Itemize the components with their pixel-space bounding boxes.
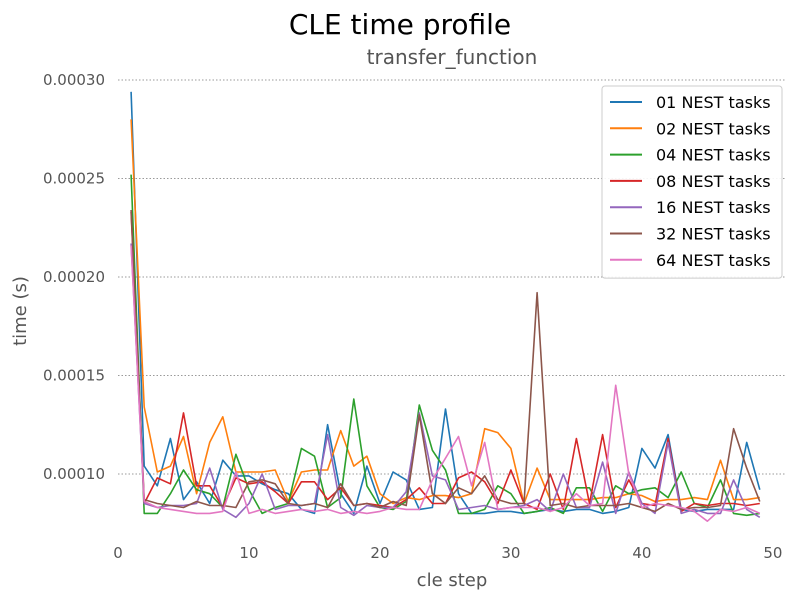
series-line-1: [130, 91, 761, 515]
chart-subtitle: transfer_function: [367, 45, 538, 69]
legend-label: 01 NEST tasks: [656, 93, 771, 112]
x-tick-label: 0: [113, 544, 123, 562]
y-tick-label: 0.00025: [43, 169, 105, 187]
y-tick-label: 0.00020: [43, 268, 105, 286]
y-tick-label: 0.00030: [43, 71, 105, 89]
legend-label: 64 NEST tasks: [656, 251, 771, 270]
y-tick-label: 0.00010: [43, 465, 105, 483]
x-axis-label: cle step: [417, 570, 488, 591]
legend-label: 32 NEST tasks: [656, 225, 771, 244]
x-tick-label: 30: [501, 544, 520, 562]
series-line-5: [130, 243, 761, 519]
x-axis-ticks: 0 10 20 30 40 50: [113, 544, 782, 562]
x-tick-label: 40: [632, 544, 651, 562]
series-line-3: [130, 174, 760, 517]
series-line-6: [130, 209, 761, 513]
series-lines: [130, 91, 761, 523]
legend-label: 16 NEST tasks: [656, 198, 771, 217]
legend-label: 04 NEST tasks: [656, 146, 771, 165]
chart-title: CLE time profile: [289, 8, 511, 41]
x-tick-label: 20: [370, 544, 389, 562]
legend-box: [601, 85, 783, 279]
y-axis-ticks: 0.00010 0.00015 0.00020 0.00025 0.00030: [43, 71, 105, 483]
legend: 01 NEST tasks 02 NEST tasks 04 NEST tasks 0…: [601, 85, 783, 279]
series-line-7: [130, 245, 761, 523]
x-tick-label: 50: [763, 544, 782, 562]
x-tick-label: 10: [239, 544, 258, 562]
y-tick-label: 0.00015: [43, 366, 105, 384]
legend-label: 08 NEST tasks: [656, 172, 771, 191]
legend-label: 02 NEST tasks: [656, 119, 771, 138]
y-axis-label: time (s): [10, 276, 31, 346]
